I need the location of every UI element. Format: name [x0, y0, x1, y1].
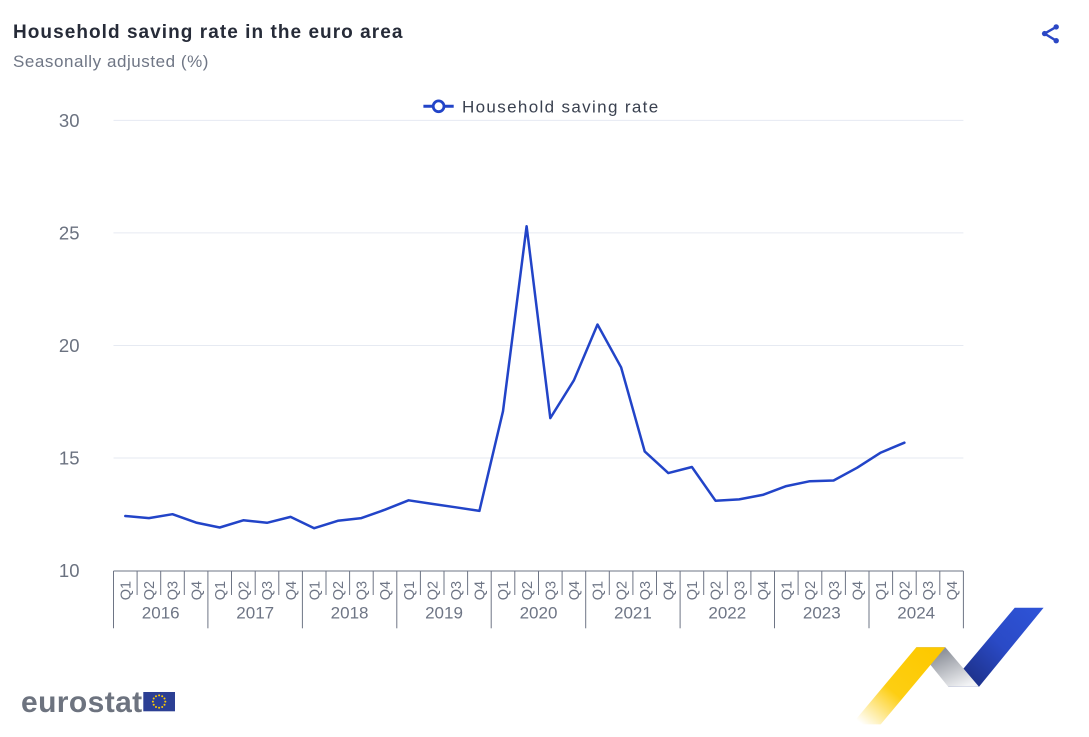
svg-text:Q3: Q3	[921, 581, 937, 600]
svg-text:Q2: Q2	[520, 581, 536, 600]
svg-text:30: 30	[59, 110, 80, 131]
svg-text:Q3: Q3	[732, 581, 748, 600]
svg-text:Q4: Q4	[850, 581, 866, 600]
svg-text:15: 15	[59, 448, 80, 469]
svg-text:Q2: Q2	[898, 581, 914, 600]
svg-text:Q3: Q3	[638, 581, 654, 600]
svg-text:2017: 2017	[236, 604, 274, 623]
svg-text:25: 25	[59, 222, 80, 243]
svg-text:2022: 2022	[708, 604, 746, 623]
svg-text:Q4: Q4	[567, 581, 583, 600]
svg-text:eurostat: eurostat	[21, 686, 143, 719]
svg-text:2023: 2023	[803, 604, 841, 623]
svg-text:10: 10	[59, 560, 80, 581]
svg-text:Q3: Q3	[166, 581, 182, 600]
svg-text:20: 20	[59, 335, 80, 356]
svg-text:Household saving rate in the e: Household saving rate in the euro area	[13, 22, 403, 43]
svg-text:Q3: Q3	[449, 581, 465, 600]
svg-text:Q2: Q2	[803, 581, 819, 600]
svg-text:2018: 2018	[331, 604, 369, 623]
svg-text:Q2: Q2	[709, 581, 725, 600]
svg-text:Q3: Q3	[544, 581, 560, 600]
svg-text:2024: 2024	[897, 604, 935, 623]
svg-text:Q1: Q1	[780, 581, 796, 600]
svg-text:Q1: Q1	[874, 581, 890, 600]
svg-text:Q4: Q4	[945, 581, 961, 600]
svg-text:Q3: Q3	[827, 581, 843, 600]
svg-text:Q4: Q4	[284, 581, 300, 600]
svg-text:Seasonally adjusted (%): Seasonally adjusted (%)	[13, 52, 209, 71]
svg-text:Q2: Q2	[142, 581, 158, 600]
svg-text:2019: 2019	[425, 604, 463, 623]
svg-text:Q1: Q1	[213, 581, 229, 600]
svg-text:Household saving rate: Household saving rate	[462, 98, 660, 117]
svg-text:Q1: Q1	[591, 581, 607, 600]
svg-text:Q2: Q2	[331, 581, 347, 600]
svg-text:Q2: Q2	[237, 581, 253, 600]
svg-text:Q2: Q2	[425, 581, 441, 600]
svg-text:Q2: Q2	[614, 581, 630, 600]
svg-text:2016: 2016	[142, 604, 180, 623]
svg-text:Q3: Q3	[355, 581, 371, 600]
svg-text:2021: 2021	[614, 604, 652, 623]
svg-text:Q4: Q4	[473, 581, 489, 600]
svg-text:Q1: Q1	[119, 581, 135, 600]
svg-text:Q4: Q4	[189, 581, 205, 600]
svg-text:Q4: Q4	[378, 581, 394, 600]
svg-text:Q4: Q4	[756, 581, 772, 600]
svg-text:Q1: Q1	[496, 581, 512, 600]
svg-text:Q4: Q4	[662, 581, 678, 600]
svg-text:Q3: Q3	[260, 581, 276, 600]
svg-text:2020: 2020	[520, 604, 558, 623]
svg-text:Q1: Q1	[685, 581, 701, 600]
svg-text:Q1: Q1	[307, 581, 323, 600]
svg-text:Q1: Q1	[402, 581, 418, 600]
